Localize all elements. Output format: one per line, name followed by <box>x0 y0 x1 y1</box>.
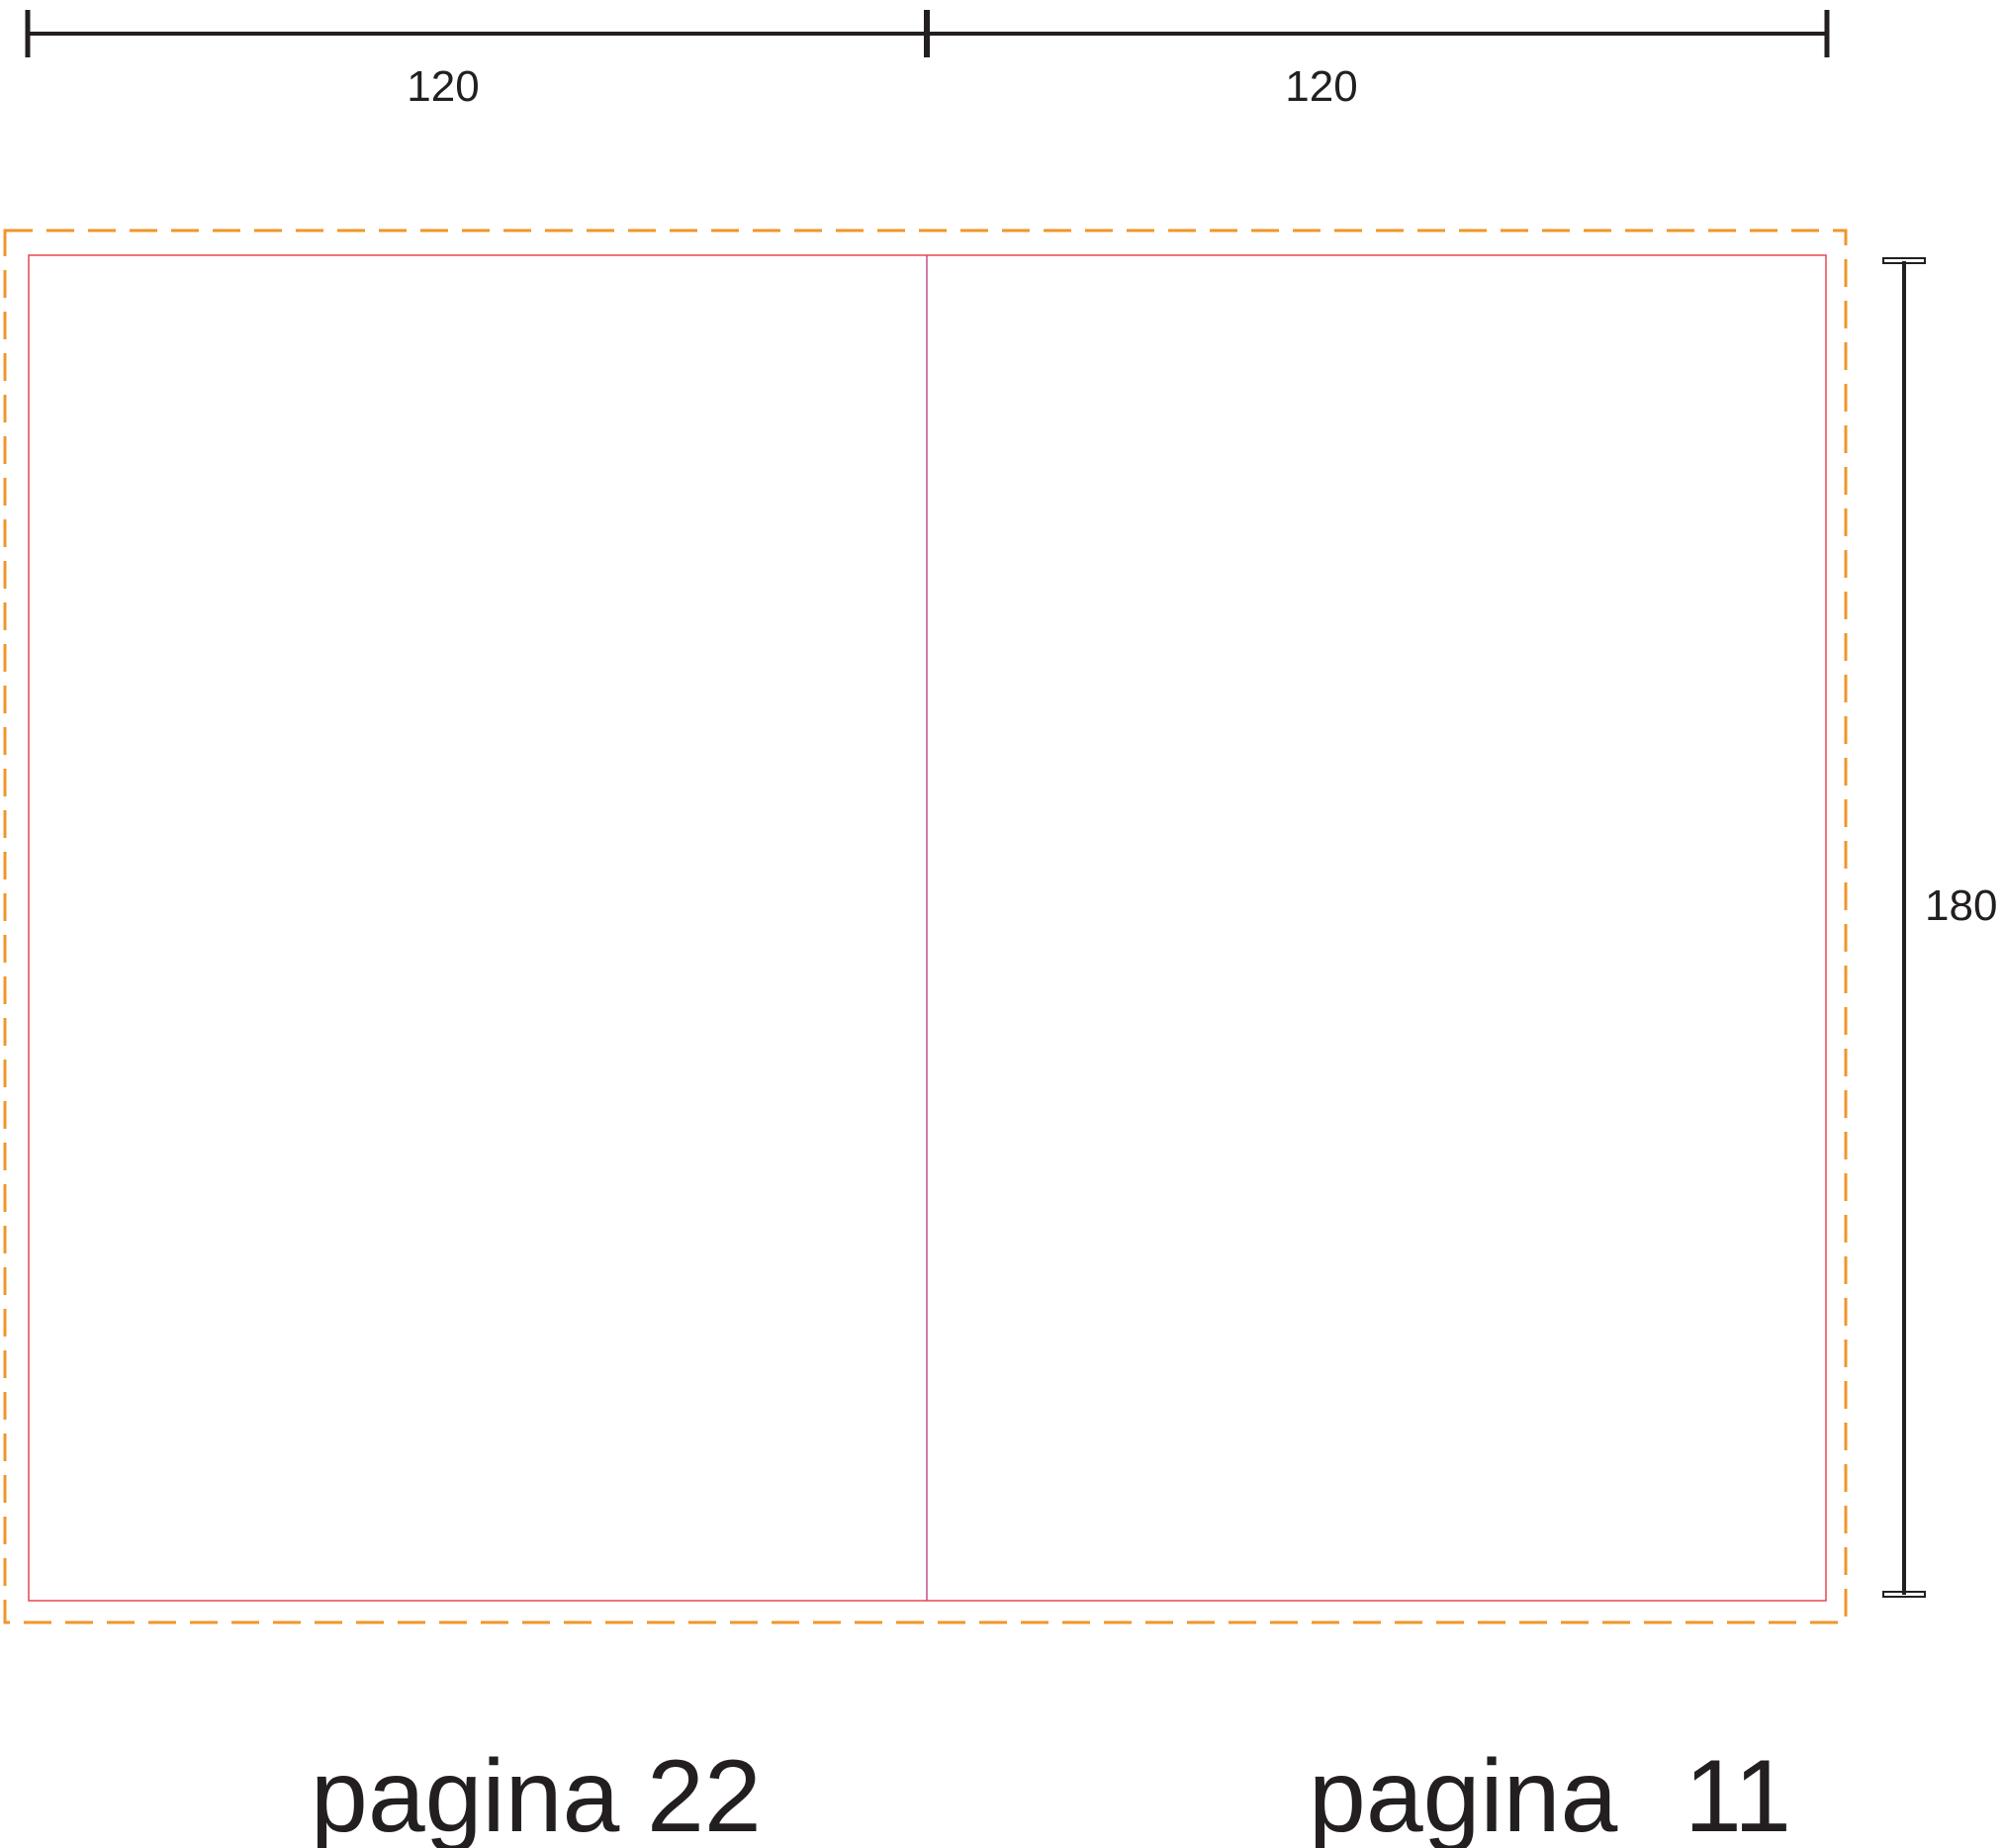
right-width-label: 120 <box>1285 62 1357 111</box>
right-page-label: pagina 11 <box>1309 1739 1791 1848</box>
height-dimension: 180 <box>1882 257 1997 1598</box>
right-page-word: pagina <box>1309 1739 1617 1848</box>
left-page-word: pagina <box>311 1739 619 1848</box>
right-page-number: 11 <box>1684 1739 1791 1848</box>
top-dimension: 120 120 <box>25 10 1830 111</box>
left-page-label: pagina 22 <box>311 1739 762 1848</box>
height-dimension-cap-top <box>1882 257 1926 264</box>
height-dimension-cap-bottom <box>1882 1591 1926 1598</box>
left-page-number: 22 <box>647 1739 762 1848</box>
height-label: 180 <box>1925 881 1997 930</box>
left-width-label: 120 <box>407 62 479 111</box>
bleed-border <box>3 229 1848 1624</box>
